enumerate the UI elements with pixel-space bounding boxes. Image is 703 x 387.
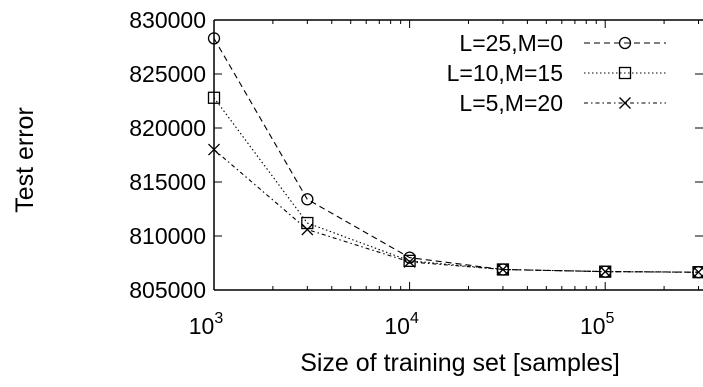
x-tick-exponent: 5 — [606, 310, 615, 327]
square-marker — [301, 216, 314, 230]
cross-marker-stroke — [599, 265, 612, 278]
x-tick-base: 10 — [384, 313, 410, 339]
circle-marker — [301, 193, 314, 206]
series-layer — [207, 32, 703, 279]
y-tick-label: 820000 — [129, 115, 206, 141]
cross-marker — [619, 97, 631, 109]
cross-marker — [496, 263, 509, 276]
x-tick-label: 105 — [580, 310, 615, 339]
cross-marker-stroke — [692, 266, 703, 279]
square-marker — [403, 254, 416, 267]
square-marker — [599, 265, 612, 278]
cross-marker — [208, 143, 220, 156]
cross-marker-stroke — [301, 223, 314, 236]
x-tick-exponent: 3 — [214, 310, 223, 327]
series-cross — [208, 143, 703, 279]
y-tick-label: 825000 — [129, 61, 206, 87]
cross-marker — [301, 223, 314, 236]
circle-marker — [207, 32, 221, 45]
series-line — [213, 149, 699, 273]
plot-frame — [213, 19, 703, 291]
y-tick-label: 810000 — [129, 223, 206, 249]
cross-marker-stroke — [403, 255, 416, 268]
y-tick-label: 815000 — [129, 169, 206, 195]
legend-item: L=25,M=0 — [459, 30, 666, 56]
square-marker — [618, 66, 632, 80]
cross-marker-stroke — [619, 97, 631, 109]
cross-marker-stroke — [496, 263, 509, 276]
legend-label: L=25,M=0 — [459, 30, 563, 56]
legend: L=25,M=0 L=10,M=15 L=5,M=20 — [447, 30, 666, 116]
legend-item: L=10,M=15 — [447, 60, 666, 86]
cross-marker — [403, 255, 416, 268]
cross-marker — [599, 265, 612, 278]
x-tick-label: 104 — [384, 310, 419, 339]
x-tick-label: 103 — [189, 310, 224, 339]
legend-label: L=5,M=20 — [459, 90, 563, 116]
y-tick-label: 830000 — [129, 7, 206, 33]
y-tick-label: 805000 — [129, 277, 206, 303]
square-marker — [207, 91, 221, 104]
y-axis-ticks: 805000 810000 815000 820000 825000 830000 — [129, 7, 703, 303]
y-axis-label: Test error — [11, 107, 39, 213]
cross-marker — [692, 266, 703, 279]
series-line — [213, 97, 699, 273]
legend-label: L=10,M=15 — [447, 60, 563, 86]
x-tick-base: 10 — [189, 313, 215, 339]
legend-item: L=5,M=20 — [459, 90, 666, 116]
cross-marker-stroke — [208, 143, 220, 156]
x-tick-base: 10 — [580, 313, 606, 339]
circle-marker — [618, 36, 632, 50]
x-tick-exponent: 4 — [410, 310, 419, 327]
x-axis-label: Size of training set [samples] — [300, 349, 620, 377]
series-square — [207, 91, 703, 279]
x-axis-ticks: 103 104 105 — [189, 20, 700, 339]
